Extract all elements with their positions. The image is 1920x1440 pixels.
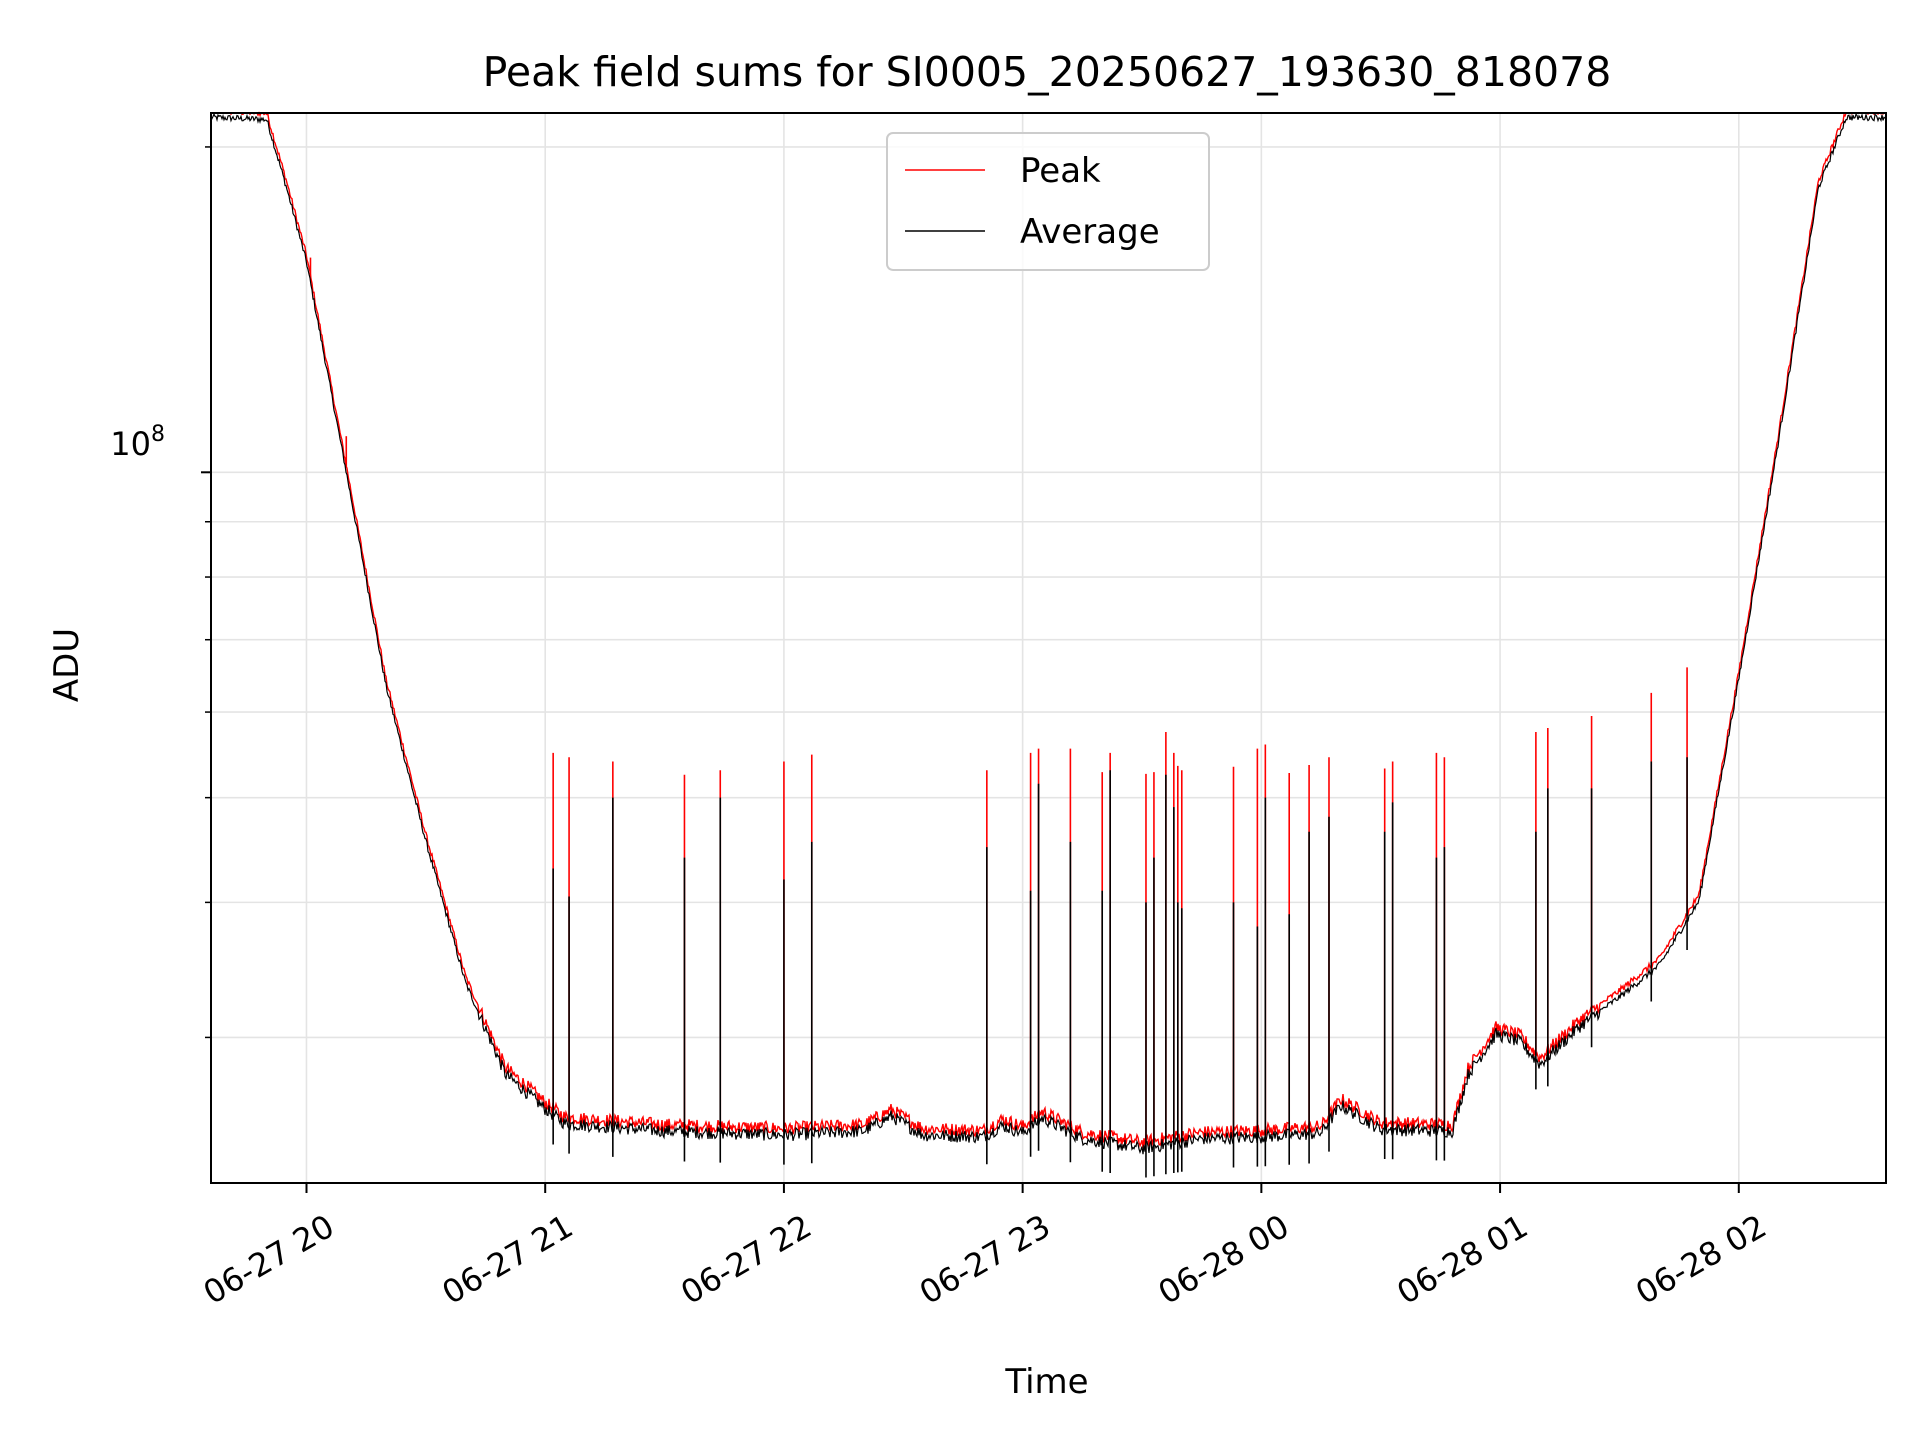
grid	[211, 113, 1886, 1183]
series-line-peak	[211, 111, 1886, 1148]
y-axis-label: ADU	[47, 628, 87, 702]
y-tick-label-1e8: 108	[110, 422, 165, 463]
axes-frame	[210, 112, 1887, 1184]
plot-lines	[210, 111, 1887, 1178]
legend-box	[886, 132, 1210, 271]
legend: Peak Average	[886, 132, 1210, 271]
chart-title: Peak field sums for SI0005_20250627_1936…	[483, 48, 1612, 96]
x-axis-label: Time	[1004, 1362, 1088, 1402]
legend-peak-label: Peak	[1020, 151, 1101, 191]
series-line-average	[210, 112, 1887, 1155]
y-axis-ticks	[201, 146, 211, 1039]
legend-average-label: Average	[1020, 212, 1160, 252]
